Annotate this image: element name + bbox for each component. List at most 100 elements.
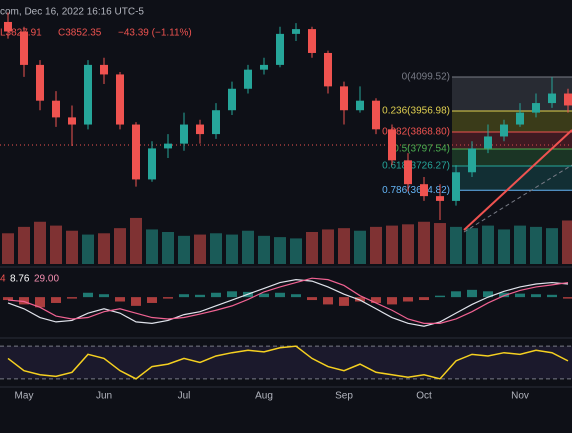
candle-body	[212, 110, 220, 135]
macd-histogram-bar	[179, 294, 189, 298]
macd-histogram-bar	[467, 289, 477, 298]
candle-body	[52, 100, 60, 118]
volume-bar	[530, 226, 542, 264]
macd-label: 8.76	[10, 274, 30, 285]
volume-bar	[178, 235, 190, 264]
macd-histogram-bar	[3, 297, 13, 301]
macd-line	[7, 279, 569, 327]
candle-body	[356, 100, 364, 111]
volume-bar	[482, 225, 494, 264]
candle-body	[68, 117, 76, 125]
volume-bar	[210, 233, 222, 264]
volume-bar	[50, 225, 62, 264]
x-tick-label: Jul	[178, 391, 191, 402]
macd-histogram-bar	[275, 292, 285, 298]
candle-body	[308, 29, 316, 53]
candle-body	[100, 64, 108, 75]
volume-bar	[466, 228, 478, 264]
macd-histogram-bar	[419, 297, 429, 301]
volume-bar	[306, 232, 318, 264]
candle-body	[564, 93, 572, 106]
candle-body	[548, 93, 556, 104]
fib-label: 0.5(3797.54)	[393, 144, 450, 155]
volume-bar	[162, 232, 174, 264]
volume-bar	[114, 228, 126, 264]
volume-bar	[130, 217, 142, 264]
volume-bar	[18, 226, 30, 264]
trend-line	[463, 129, 572, 231]
volume-bar	[98, 233, 110, 264]
candle-body	[404, 160, 412, 185]
volume-bar	[146, 229, 158, 264]
candle-body	[132, 124, 140, 180]
fib-band	[452, 131, 572, 149]
macd-histogram-bar	[147, 297, 157, 303]
volume-bar	[498, 229, 510, 264]
rsi-line	[7, 345, 569, 380]
macd-histogram-bar	[259, 293, 269, 298]
volume-bar	[386, 225, 398, 264]
candle-body	[260, 64, 268, 70]
fib-label: 0.786(3624.82)	[382, 185, 450, 196]
fib-band	[452, 148, 572, 166]
x-tick-label: May	[15, 391, 34, 402]
volume-bar	[434, 223, 446, 264]
candle-body	[84, 64, 92, 125]
x-tick-label: Jun	[96, 391, 112, 402]
volume-bar	[418, 221, 430, 264]
fib-label: 0.382(3868.80)	[382, 127, 450, 138]
volume-bar	[402, 224, 414, 264]
fib-label: 0.618(3726.27)	[382, 161, 450, 172]
header: com, Dec 16, 2022 16:16 UTC-5	[0, 7, 144, 18]
macd-histogram-bar	[19, 297, 29, 305]
macd-histogram-bar	[323, 297, 333, 305]
volume-bar	[34, 221, 46, 264]
volume-bar	[370, 226, 382, 264]
macd-histogram-bar	[339, 297, 349, 306]
candle-body	[324, 52, 332, 87]
macd-histogram-bar	[531, 294, 541, 298]
candle-body	[388, 129, 396, 161]
candle-body	[420, 184, 428, 197]
volume-bar	[66, 230, 78, 264]
macd-histogram-bar	[131, 297, 141, 306]
x-tick-label: Sep	[335, 391, 353, 402]
x-tick-label: Aug	[255, 391, 273, 402]
candle-body	[516, 112, 524, 125]
macd-histogram-bar	[83, 292, 93, 298]
volume-bar	[450, 226, 462, 264]
volume-bar	[274, 237, 286, 264]
candle-body	[484, 136, 492, 149]
fib-band	[452, 110, 572, 132]
macd-histogram-bar	[163, 297, 173, 299]
macd-histogram-bar	[515, 293, 525, 298]
fib-label: 0(4099.52)	[402, 72, 450, 83]
macd-histogram-bar	[499, 292, 509, 298]
volume-bar	[258, 235, 270, 264]
candle-body	[4, 21, 12, 32]
candle-body	[532, 103, 540, 113]
candle-body	[148, 148, 156, 180]
candle-body	[164, 143, 172, 149]
macd-histogram-bar	[451, 291, 461, 298]
volume-bar	[354, 230, 366, 264]
fib-label: 0.236(3956.98)	[382, 106, 450, 117]
candle-body	[276, 33, 284, 65]
candle-body	[292, 29, 300, 34]
macd-histogram-bar	[483, 291, 493, 298]
candle-body	[372, 100, 380, 130]
volume-bar	[322, 229, 334, 264]
candle-body	[468, 148, 476, 173]
macd-histogram-bar	[435, 295, 445, 298]
ohlc-label: C3852.35	[58, 28, 102, 39]
candle-body	[500, 124, 508, 137]
volume-bar	[338, 228, 350, 264]
macd-histogram-bar	[211, 292, 221, 298]
x-tick-label: Oct	[416, 391, 432, 402]
macd-histogram-bar	[99, 294, 109, 298]
volume-bar	[194, 234, 206, 264]
macd-histogram-bar	[387, 297, 397, 305]
trend-line	[463, 164, 572, 233]
